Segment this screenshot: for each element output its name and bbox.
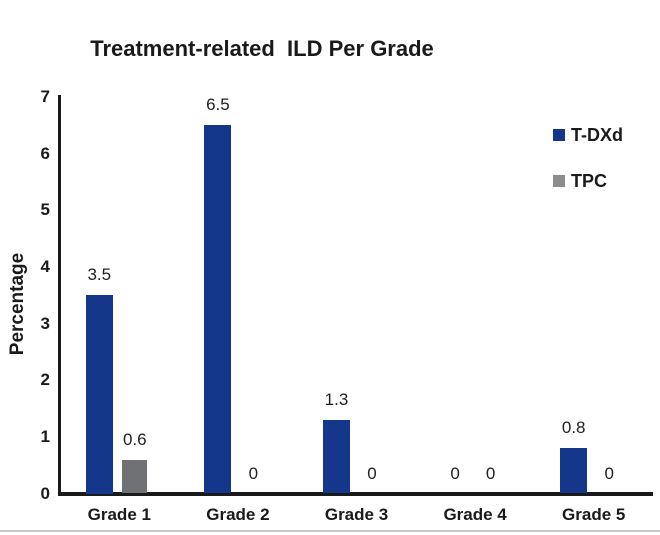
bar-tpc-grade-1 [122,459,148,494]
value-label-t-dxd-grade-1: 3.5 [87,265,112,285]
value-label-tpc-grade-4: 0 [485,463,496,483]
x-tick-label-grade-5: Grade 5 [562,505,626,524]
legend-marker-tpc-icon [553,175,565,187]
y-tick-label-5: 5 [40,200,50,220]
x-tick-label-grade-2: Grade 2 [206,505,270,524]
y-tick-label-7: 7 [40,87,50,106]
x-tick-label-grade-3: Grade 3 [324,505,389,524]
bar-t-dxd-grade-5 [560,448,588,494]
x-tick-label-grade-4: Grade 4 [443,505,507,524]
bar-t-dxd-grade-3 [323,419,350,494]
x-axis-line [58,492,653,496]
value-label-t-dxd-grade-2: 6.5 [206,95,230,115]
value-label-tpc-grade-5: 0 [604,463,614,483]
legend-entry-t-dxd: T-DXd [553,126,623,144]
value-label-tpc-grade-2: 0 [248,463,259,483]
value-label-t-dxd-grade-5: 0.8 [561,418,586,438]
legend-entry-tpc: TPC [553,172,623,190]
y-tick-label-1: 1 [40,426,50,446]
bar-t-dxd-grade-2 [204,125,232,494]
y-axis-line [58,95,61,495]
legend-label-tpc: TPC [571,171,607,191]
value-label-t-dxd-grade-3: 1.3 [324,389,349,409]
bar-t-dxd-grade-1 [85,295,113,494]
bottom-rule [0,530,660,532]
legend-marker-t-dxd-icon [553,129,565,141]
legend-label-t-dxd: T-DXd [571,125,623,145]
y-tick-label-3: 3 [40,313,50,333]
value-label-tpc-grade-1: 0.6 [122,429,147,449]
y-tick-label-6: 6 [40,143,50,163]
x-tick-label-grade-1: Grade 1 [87,505,151,524]
y-tick-label-4: 4 [40,256,50,276]
y-tick-label-2: 2 [40,370,50,390]
value-label-t-dxd-grade-4: 0 [450,463,460,483]
legend: T-DXd TPC [553,126,623,218]
value-label-tpc-grade-3: 0 [367,463,377,483]
y-tick-label-0: 0 [40,483,50,503]
chart-title: Treatment-related ILD Per Grade [90,36,434,61]
